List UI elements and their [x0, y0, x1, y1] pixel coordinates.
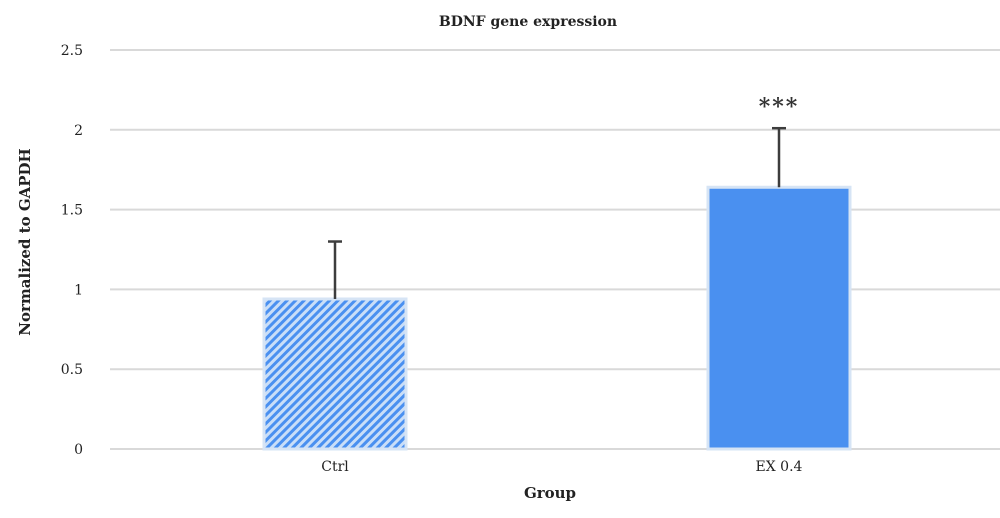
- y-tick-label: 1.5: [61, 203, 83, 219]
- x-tick-label: EX 0.4: [756, 459, 803, 475]
- x-tick-label: Ctrl: [321, 459, 349, 475]
- gridlines: [110, 49, 1000, 450]
- y-axis-title: Normalized to GAPDH: [16, 148, 34, 335]
- y-tick-label: 2: [74, 123, 83, 139]
- bar-ctrl: [262, 297, 408, 451]
- significance-annotation: ***: [759, 94, 800, 120]
- x-axis-title: Group: [524, 484, 576, 502]
- y-axis-ticks: 0 0.5 1 1.5 2 2.5: [61, 43, 83, 458]
- y-tick-label: 2.5: [61, 43, 83, 59]
- y-tick-label: 1: [74, 282, 83, 298]
- bars: ***: [262, 94, 852, 451]
- x-axis-ticks: Ctrl EX 0.4: [321, 459, 802, 475]
- bar-ex-0-4: [706, 185, 852, 451]
- chart-title: BDNF gene expression: [439, 14, 617, 30]
- y-tick-label: 0.5: [61, 362, 83, 378]
- y-tick-label: 0: [74, 442, 83, 458]
